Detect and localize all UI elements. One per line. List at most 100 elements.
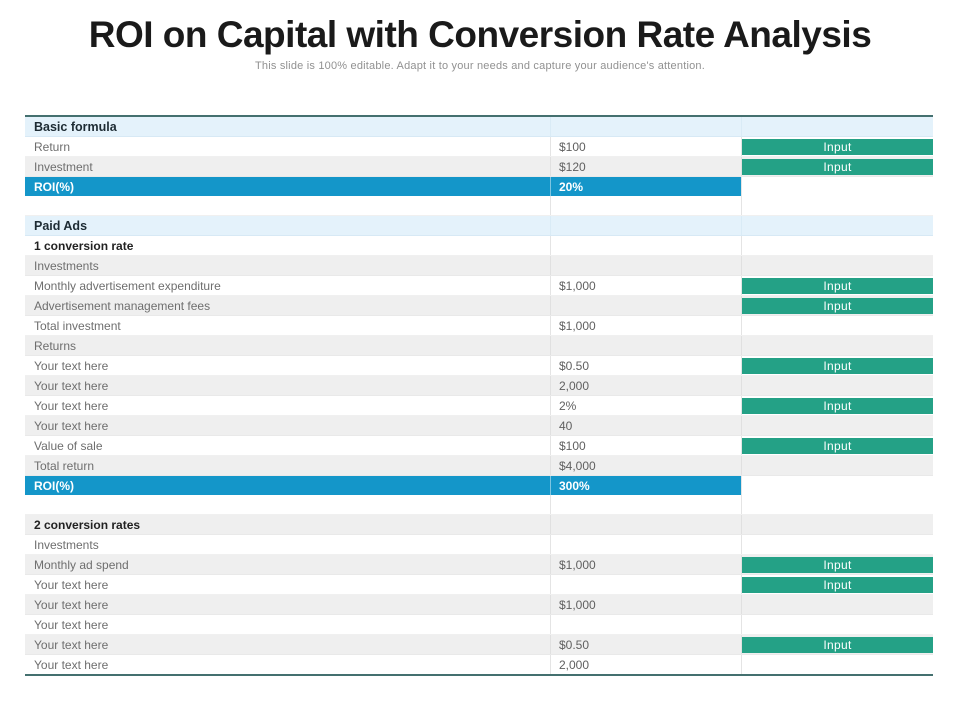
row-label: Returns xyxy=(34,338,77,353)
row-roi-paid-ads: ROI(%) 300% xyxy=(25,476,933,495)
input-button[interactable]: Input xyxy=(742,397,933,414)
value-cell xyxy=(550,296,741,315)
row-value: 2,000 xyxy=(550,376,741,395)
row-label: Total investment xyxy=(34,318,121,333)
action-cell: Input xyxy=(741,296,933,315)
action-cell xyxy=(741,655,933,674)
action-cell xyxy=(741,476,933,495)
section-header-label: Paid Ads xyxy=(34,218,88,233)
row-your-text-here: Your text here $0.50 Input xyxy=(25,635,933,655)
row-2-conversion-rates: 2 conversion rates xyxy=(25,515,933,535)
row-ad-management-fees: Advertisement management fees Input xyxy=(25,296,933,316)
row-value: $1,000 xyxy=(550,276,741,295)
value-cell xyxy=(550,615,741,634)
action-cell xyxy=(741,515,933,534)
row-label: ROI(%) xyxy=(34,179,74,194)
row-label: Value of sale xyxy=(34,438,103,453)
action-cell: Input xyxy=(741,575,933,594)
action-cell xyxy=(741,615,933,634)
row-monthly-ad-expenditure: Monthly advertisement expenditure $1,000… xyxy=(25,276,933,296)
row-value: $100 xyxy=(550,436,741,455)
row-investment: Investment $120 Input xyxy=(25,157,933,177)
row-value: $1,000 xyxy=(550,316,741,335)
row-label: Investment xyxy=(34,159,93,174)
page-title: ROI on Capital with Conversion Rate Anal… xyxy=(88,14,872,55)
value-cell xyxy=(550,216,741,235)
value-cell xyxy=(550,336,741,355)
action-cell xyxy=(741,495,933,514)
action-cell xyxy=(741,595,933,614)
row-value: $120 xyxy=(550,157,741,176)
action-cell xyxy=(741,256,933,275)
row-label: Your text here xyxy=(34,398,109,413)
value-cell xyxy=(550,196,741,215)
input-button[interactable]: Input xyxy=(742,357,933,374)
input-button[interactable]: Input xyxy=(742,556,933,573)
row-value: $4,000 xyxy=(550,456,741,475)
row-value: $100 xyxy=(550,137,741,156)
input-button[interactable]: Input xyxy=(742,138,933,155)
row-value: 300% xyxy=(550,476,741,495)
action-cell: Input xyxy=(741,555,933,574)
row-value: 2,000 xyxy=(550,655,741,674)
input-button[interactable]: Input xyxy=(742,437,933,454)
row-investments: Investments xyxy=(25,535,933,555)
row-total-investment: Total investment $1,000 xyxy=(25,316,933,336)
action-cell xyxy=(741,216,933,235)
input-button[interactable]: Input xyxy=(742,636,933,653)
section-header-paid-ads: Paid Ads xyxy=(25,216,933,236)
row-label: Investments xyxy=(34,537,99,552)
row-value: $0.50 xyxy=(550,635,741,654)
row-label: Your text here xyxy=(34,657,109,672)
row-label xyxy=(25,196,550,215)
action-cell xyxy=(741,117,933,136)
input-button[interactable]: Input xyxy=(742,158,933,175)
row-label: Your text here xyxy=(34,597,109,612)
spacer-row xyxy=(25,196,933,216)
row-label: Your text here xyxy=(34,358,109,373)
action-cell: Input xyxy=(741,356,933,375)
action-cell: Input xyxy=(741,436,933,455)
row-1-conversion-rate: 1 conversion rate xyxy=(25,236,933,256)
row-value: 40 xyxy=(550,416,741,435)
row-label: Your text here xyxy=(34,378,109,393)
row-your-text-here: Your text here 2,000 xyxy=(25,655,933,674)
row-label: Your text here xyxy=(34,418,109,433)
row-label: Monthly ad spend xyxy=(34,557,129,572)
action-cell xyxy=(741,456,933,475)
action-cell xyxy=(741,535,933,554)
row-your-text-here: Your text here xyxy=(25,615,933,635)
action-cell: Input xyxy=(741,276,933,295)
row-label: 2 conversion rates xyxy=(34,517,141,532)
action-cell xyxy=(741,416,933,435)
row-label: Your text here xyxy=(34,617,109,632)
value-cell xyxy=(550,256,741,275)
row-your-text-here: Your text here $1,000 xyxy=(25,595,933,615)
section-header-basic-formula: Basic formula xyxy=(25,117,933,137)
input-button[interactable]: Input xyxy=(742,297,933,314)
action-cell: Input xyxy=(741,396,933,415)
action-cell xyxy=(741,376,933,395)
section-header-label: Basic formula xyxy=(34,119,117,134)
row-your-text-here: Your text here 2,000 xyxy=(25,376,933,396)
input-button[interactable]: Input xyxy=(742,576,933,593)
row-label xyxy=(25,495,550,514)
value-cell xyxy=(550,236,741,255)
row-label: Your text here xyxy=(34,577,109,592)
row-roi-basic: ROI(%) 20% xyxy=(25,177,933,196)
value-cell xyxy=(550,515,741,534)
row-return: Return $100 Input xyxy=(25,137,933,157)
row-returns: Returns xyxy=(25,336,933,356)
row-label: Your text here xyxy=(34,637,109,652)
roi-table: Basic formula Return $100 Input Investme… xyxy=(25,115,933,676)
row-your-text-here: Your text here 2% Input xyxy=(25,396,933,416)
value-cell xyxy=(550,117,741,136)
action-cell xyxy=(741,177,933,196)
value-cell xyxy=(550,575,741,594)
row-value: $1,000 xyxy=(550,595,741,614)
input-button[interactable]: Input xyxy=(742,277,933,294)
row-value: $0.50 xyxy=(550,356,741,375)
action-cell: Input xyxy=(741,635,933,654)
row-your-text-here: Your text here Input xyxy=(25,575,933,595)
